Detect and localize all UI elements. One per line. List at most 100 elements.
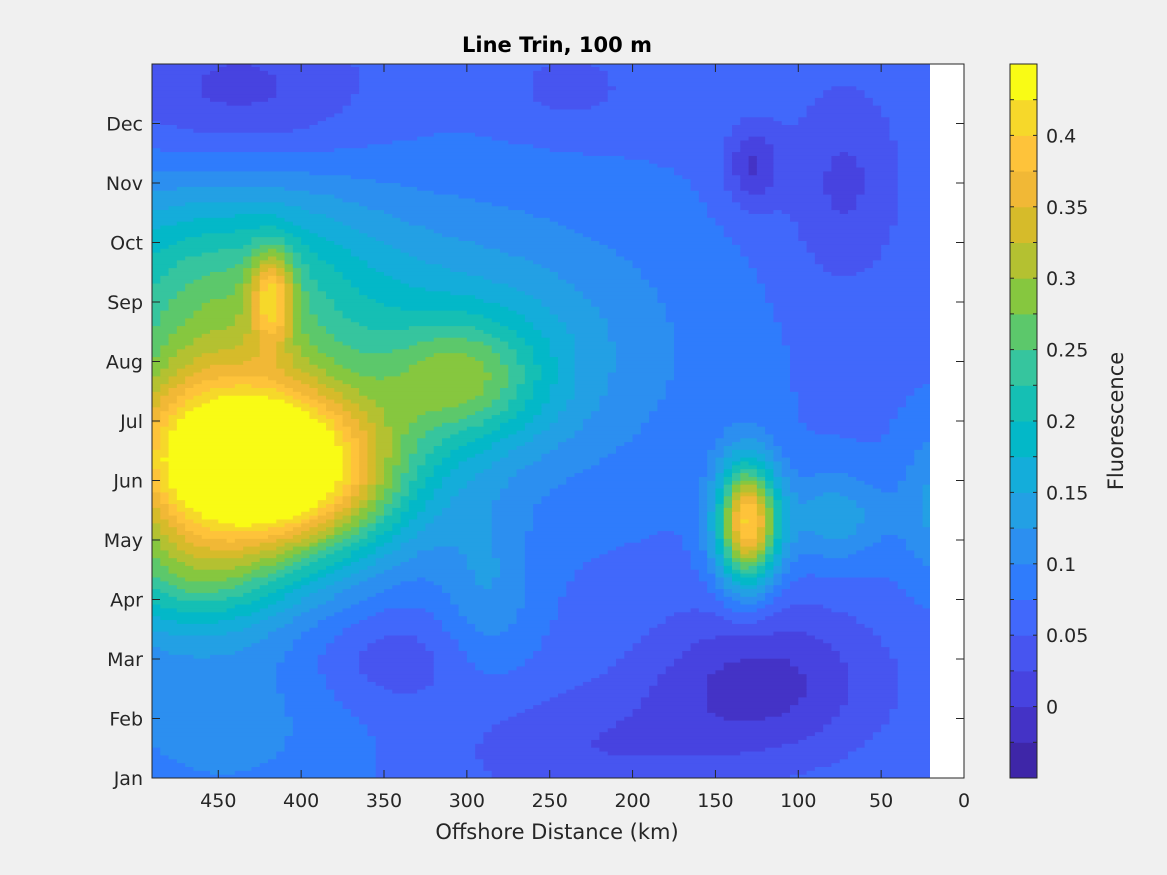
- contour-cell: [889, 422, 930, 427]
- contour-cell: [168, 549, 186, 555]
- contour-cell: [690, 549, 708, 555]
- contour-cell: [823, 491, 841, 497]
- contour-cell: [359, 507, 377, 512]
- contour-cell: [309, 333, 335, 338]
- contour-cell: [193, 518, 219, 524]
- contour-cell: [375, 549, 393, 555]
- contour-cell: [665, 317, 775, 323]
- contour-cell: [839, 151, 849, 156]
- contour-cell: [176, 186, 286, 191]
- contour-cell: [201, 333, 244, 338]
- contour-cell: [152, 182, 402, 187]
- contour-cell: [160, 437, 170, 443]
- contour-cell: [848, 681, 899, 686]
- contour-cell: [450, 495, 501, 501]
- contour-cell: [342, 484, 352, 489]
- contour-cell: [740, 143, 775, 149]
- contour-cell: [259, 333, 286, 338]
- contour-cell: [284, 596, 302, 601]
- contour-cell: [591, 236, 733, 242]
- contour-cell: [408, 491, 418, 497]
- contour-cell: [740, 495, 758, 501]
- contour-cell: [790, 383, 924, 388]
- contour-cell: [251, 286, 261, 292]
- contour-cell: [334, 375, 377, 381]
- contour-cell: [392, 464, 410, 470]
- contour-cell: [408, 468, 418, 474]
- contour-cell: [442, 437, 476, 443]
- contour-cell: [765, 526, 775, 532]
- contour-cell: [922, 557, 930, 563]
- contour-cell: [715, 596, 733, 601]
- contour-cell: [309, 290, 327, 296]
- contour-cell: [152, 588, 161, 593]
- contour-cell: [152, 194, 335, 199]
- contour-cell: [781, 329, 930, 334]
- contour-cell: [740, 205, 833, 211]
- contour-cell: [549, 391, 576, 396]
- contour-cell: [533, 507, 700, 512]
- contour-cell: [533, 460, 601, 466]
- contour-cell: [375, 484, 393, 489]
- contour-cell: [326, 368, 352, 373]
- contour-cell: [889, 232, 930, 238]
- contour-cell: [309, 248, 352, 253]
- contour-cell: [359, 580, 402, 586]
- contour-cell: [292, 321, 302, 327]
- contour-cell: [259, 267, 269, 272]
- contour-cell: [516, 310, 551, 315]
- contour-cell: [524, 538, 642, 543]
- contour-cell: [723, 549, 733, 555]
- contour-cell: [234, 383, 253, 388]
- contour-cell: [848, 685, 899, 690]
- contour-cell: [773, 631, 808, 636]
- contour-cell: [176, 418, 319, 423]
- contour-cell: [259, 252, 286, 257]
- contour-cell: [508, 453, 543, 458]
- contour-cell: [292, 588, 319, 593]
- contour-cell: [392, 534, 418, 539]
- contour-cell: [723, 576, 733, 582]
- contour-cell: [152, 511, 161, 516]
- contour-cell: [715, 545, 725, 551]
- contour-cell: [475, 580, 493, 586]
- contour-cell: [814, 573, 930, 578]
- contour-cell: [185, 255, 244, 261]
- contour-cell: [168, 553, 195, 559]
- contour-cell: [152, 669, 277, 675]
- contour-cell: [176, 584, 236, 590]
- contour-cell: [591, 743, 783, 748]
- contour-cell: [781, 209, 841, 214]
- contour-cell: [483, 669, 509, 675]
- contour-cell: [740, 174, 775, 180]
- contour-cell: [251, 325, 261, 330]
- colorbar-swatch: [1010, 349, 1037, 386]
- contour-cell: [458, 487, 501, 493]
- contour-cell: [897, 487, 924, 493]
- contour-cell: [798, 665, 849, 671]
- contour-cell: [723, 545, 733, 551]
- contour-cell: [367, 491, 377, 497]
- contour-cell: [533, 395, 551, 400]
- contour-cell: [649, 410, 799, 416]
- contour-cell: [707, 449, 725, 454]
- y-tick-label: Dec: [106, 114, 143, 136]
- contour-cell: [756, 503, 766, 508]
- contour-cell: [533, 325, 567, 330]
- contour-cell: [524, 375, 543, 381]
- contour-cell: [292, 302, 302, 307]
- contour-cell: [897, 480, 930, 485]
- contour-cell: [176, 410, 186, 416]
- contour-cell: [740, 553, 758, 559]
- contour-cell: [773, 437, 857, 443]
- contour-cell: [392, 495, 402, 501]
- contour-cell: [715, 495, 725, 501]
- contour-cell: [707, 507, 717, 512]
- contour-cell: [160, 410, 178, 416]
- contour-cell: [226, 294, 244, 300]
- contour-cell: [732, 484, 741, 489]
- contour-cell: [798, 472, 816, 477]
- contour-cell: [475, 754, 849, 760]
- contour-cell: [872, 484, 899, 489]
- contour-cell: [773, 511, 783, 516]
